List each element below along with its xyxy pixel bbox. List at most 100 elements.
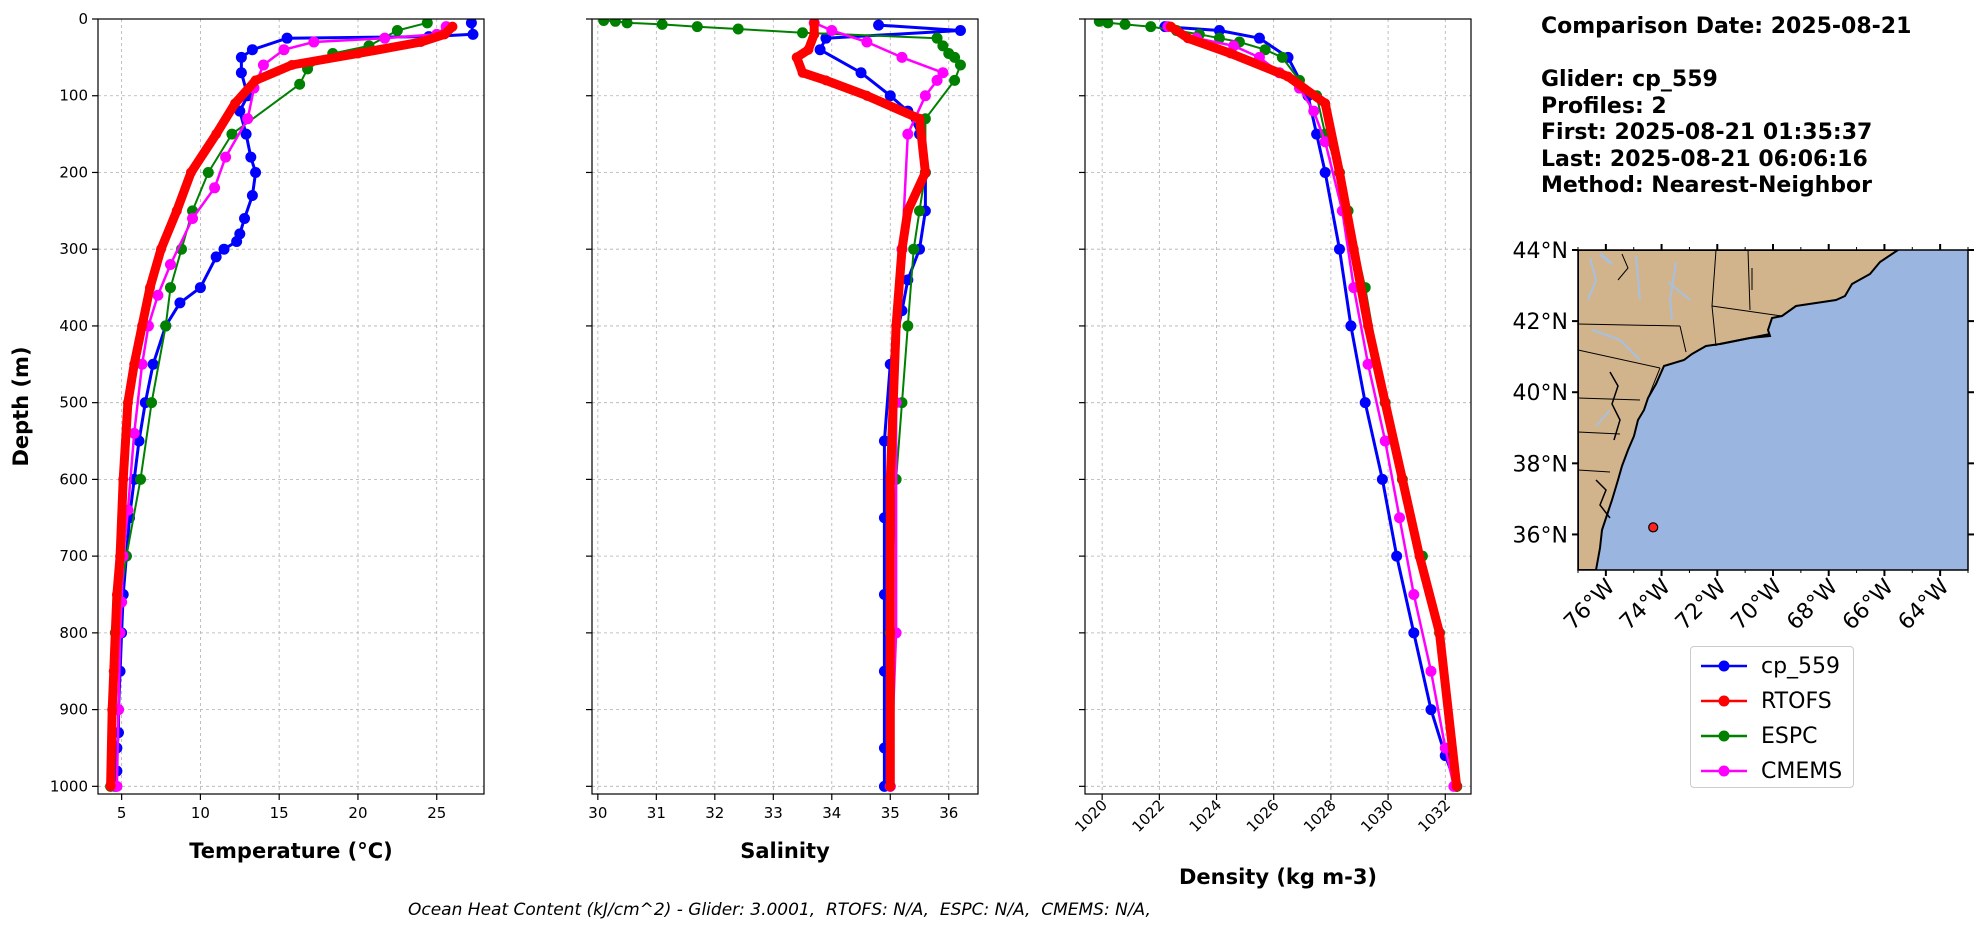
- data-point-rtofs: [156, 244, 167, 255]
- data-point-rtofs: [1320, 98, 1331, 109]
- x-tick-label: 1022: [1128, 796, 1168, 836]
- data-point-rtofs: [439, 29, 450, 40]
- x-tick-label: 36: [939, 804, 958, 822]
- grid-density: [1085, 18, 1471, 794]
- first-time: First: 2025-08-21 01:35:37: [1541, 120, 1873, 145]
- plot-salinity: 30 31 32 33 34 35 36 Salinity: [586, 18, 979, 863]
- data-point-cmems: [278, 44, 290, 56]
- data-point-cmems: [1425, 665, 1437, 677]
- legend: cp_559 RTOFS ESPC CMEMS: [1690, 646, 1854, 788]
- legend-label-rtofs: RTOFS: [1761, 688, 1832, 714]
- data-point-espc: [164, 282, 176, 294]
- x-tick-label: 20: [348, 804, 367, 822]
- data-point-rtofs: [115, 551, 126, 562]
- series-line-espc: [109, 21, 429, 788]
- data-point-rtofs: [111, 589, 122, 600]
- x-tick-label: 15: [270, 804, 289, 822]
- data-point-rtofs: [211, 129, 222, 140]
- y-tick-label: 0: [78, 10, 88, 28]
- legend-item-espc: ESPC: [1699, 721, 1818, 751]
- data-point-espc: [691, 21, 703, 33]
- map-lon-label: 64°W: [1894, 574, 1955, 635]
- data-point-espc: [226, 128, 238, 140]
- data-point-cmems: [164, 259, 176, 271]
- map-lon-label: 66°W: [1838, 574, 1899, 635]
- map-lat-label: 42°N: [1513, 310, 1568, 335]
- data-point-cmems: [220, 151, 232, 163]
- data-point-espc: [797, 27, 809, 39]
- data-point-rtofs: [1380, 397, 1391, 408]
- data-point-cmems: [136, 358, 148, 370]
- data-point-cp559: [465, 19, 477, 29]
- data-point-rtofs: [861, 90, 872, 101]
- data-point-cp559: [240, 128, 252, 140]
- data-point-rtofs: [415, 37, 426, 48]
- series-line-rtofs: [1166, 22, 1462, 791]
- data-point-rtofs: [230, 98, 241, 109]
- data-point-rtofs: [122, 397, 133, 408]
- data-point-espc: [294, 78, 306, 90]
- series-line-cp559: [113, 21, 475, 788]
- data-point-espc: [1119, 19, 1131, 30]
- data-point-cp559: [873, 19, 885, 31]
- data-point-cmems: [1362, 358, 1374, 370]
- data-point-cp559: [245, 151, 257, 163]
- plot-density: 1020 1022 1024 1026 1028 1030 1032 Density (kg …: [1071, 18, 1472, 889]
- y-tick-label: 600: [59, 470, 88, 488]
- data-point-espc: [391, 25, 403, 37]
- data-point-rtofs: [108, 666, 119, 677]
- data-point-espc: [1145, 21, 1157, 33]
- data-point-espc: [949, 51, 961, 63]
- data-point-rtofs: [809, 19, 820, 28]
- data-point-cmems: [152, 289, 164, 301]
- data-point-rtofs: [885, 627, 896, 638]
- x-tick-label: 1026: [1243, 796, 1283, 836]
- data-point-cp559: [246, 189, 258, 201]
- y-tick-label: 500: [59, 394, 88, 412]
- data-point-espc: [421, 19, 433, 29]
- data-point-espc: [598, 19, 610, 27]
- data-point-cmems: [187, 213, 199, 225]
- data-point-rtofs: [286, 60, 297, 71]
- y-axis-label: Depth (m): [9, 346, 33, 466]
- data-point-cp559: [1359, 397, 1371, 409]
- data-point-cp559: [1391, 550, 1403, 562]
- data-point-cp559: [1319, 166, 1331, 178]
- data-point-cp559: [1408, 627, 1420, 639]
- data-point-espc: [954, 59, 966, 71]
- x-tick-label: 34: [822, 804, 841, 822]
- map-lat-label: 44°N: [1513, 239, 1568, 264]
- data-point-espc: [1259, 44, 1271, 56]
- x-tick-label: 1032: [1414, 796, 1454, 836]
- data-point-rtofs: [914, 113, 925, 124]
- data-point-rtofs: [1283, 71, 1294, 82]
- data-point-rtofs: [1225, 48, 1236, 59]
- glider-location-map: 44°N 42°N 40°N 38°N 36°N 76°W74°W72°W70°W68°W…: [1513, 239, 1974, 635]
- series-line-espc: [1098, 20, 1458, 788]
- data-point-cp559: [235, 67, 247, 79]
- data-point-rtofs: [1182, 33, 1193, 44]
- series-line-cmems: [115, 25, 448, 788]
- data-point-rtofs: [110, 627, 121, 638]
- data-point-cp559: [1376, 473, 1388, 485]
- data-point-rtofs: [1334, 167, 1345, 178]
- series-line-cp559: [1163, 25, 1459, 788]
- data-point-espc: [1276, 51, 1288, 63]
- data-point-espc: [1213, 32, 1225, 44]
- x-tick-label: 5: [117, 804, 127, 822]
- glider-name: Glider: cp_559: [1541, 67, 1718, 92]
- data-point-cp559: [281, 32, 293, 44]
- data-point-rtofs: [107, 704, 118, 715]
- data-point-cmems: [1319, 136, 1331, 148]
- y-tick-label: 1000: [50, 777, 88, 795]
- data-point-cp559: [1311, 128, 1323, 140]
- data-point-cmems: [1308, 105, 1320, 117]
- data-point-cp559: [194, 282, 206, 294]
- data-point-cmems: [1379, 435, 1391, 447]
- data-point-rtofs: [144, 282, 155, 293]
- ocean-heat-content-footer: Ocean Heat Content (kJ/cm^2) - Glider: 3…: [408, 900, 1151, 920]
- map-lat-label: 38°N: [1513, 452, 1568, 477]
- series-line-cp559: [818, 23, 962, 788]
- data-point-cmems: [242, 113, 254, 125]
- data-point-rtofs: [885, 474, 896, 485]
